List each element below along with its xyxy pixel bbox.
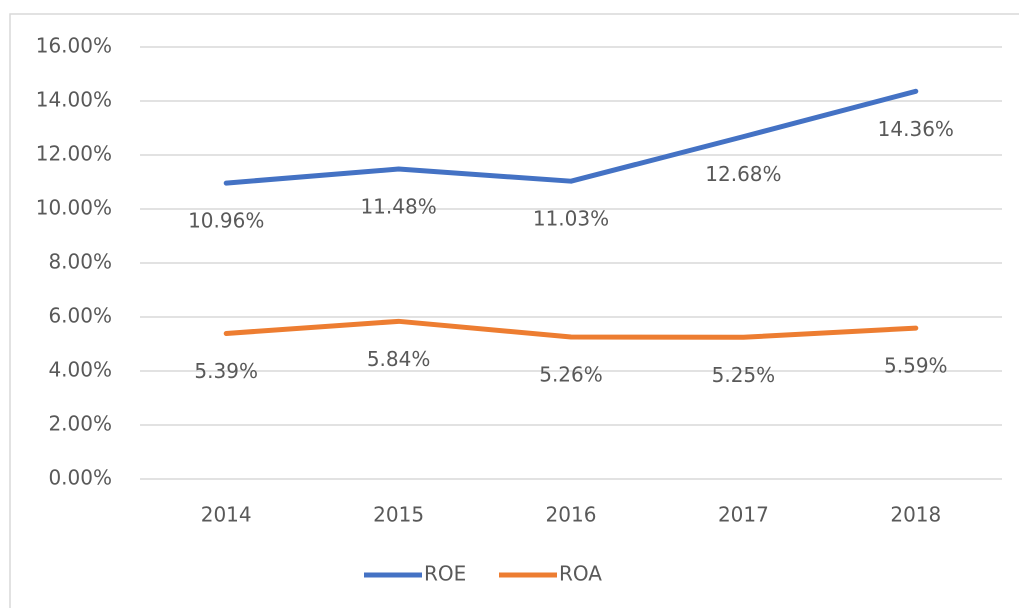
x-tick-label: 2018: [890, 503, 941, 527]
y-tick-label: 12.00%: [36, 142, 112, 166]
data-label: 5.59%: [884, 354, 948, 378]
y-tick-label: 10.00%: [36, 196, 112, 220]
x-tick-label: 2015: [373, 503, 424, 527]
series-line: [223, 318, 919, 340]
data-label: 12.68%: [705, 162, 781, 186]
chart-frame: [9, 13, 1019, 608]
legend-label: ROA: [559, 562, 602, 586]
data-label: 11.03%: [533, 207, 609, 231]
y-tick-label: 16.00%: [36, 34, 112, 58]
x-tick-label: 2014: [201, 503, 252, 527]
data-label: 11.48%: [360, 195, 436, 219]
series-line: [223, 88, 919, 186]
data-label: 5.25%: [712, 363, 776, 387]
data-label: 10.96%: [188, 209, 264, 233]
legend-label: ROE: [424, 562, 466, 586]
y-tick-label: 6.00%: [48, 304, 112, 328]
x-tick-label: 2016: [546, 503, 597, 527]
data-label: 5.84%: [367, 347, 431, 371]
y-tick-label: 4.00%: [48, 358, 112, 382]
x-tick-label: 2017: [718, 503, 769, 527]
y-tick-label: 0.00%: [48, 466, 112, 490]
data-label: 14.36%: [878, 117, 954, 141]
data-label: 5.26%: [539, 362, 603, 386]
y-tick-label: 2.00%: [48, 412, 112, 436]
data-label: 5.39%: [194, 359, 258, 383]
y-tick-label: 8.00%: [48, 250, 112, 274]
y-tick-label: 14.00%: [36, 88, 112, 112]
